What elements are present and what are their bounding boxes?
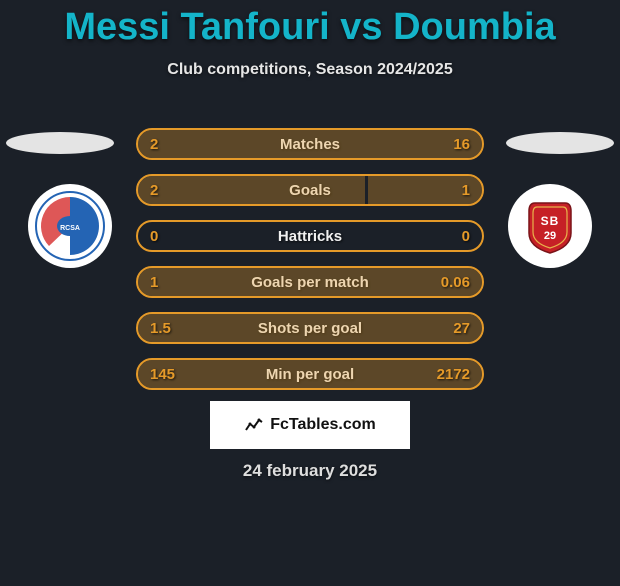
stat-right-value: 1 [462,182,470,199]
stat-fill-left [138,176,365,204]
stat-fill-left [138,268,461,296]
svg-text:RCSA: RCSA [60,225,80,232]
brest-crest-icon: SB 29 [515,191,585,261]
stat-right-value: 2172 [437,366,470,383]
stat-right-value: 0 [462,228,470,245]
attribution-badge: FcTables.com [210,401,410,449]
stat-fill-right [176,130,482,158]
stats-container: 2Matches16 2Goals1 0Hattricks0 1Goals per m… [136,128,484,404]
strasbourg-crest-icon: RCSA [35,191,105,261]
stat-row: 1Goals per match0.06 [136,266,484,298]
club-crest-right: SB 29 [508,184,592,268]
stat-row: 145Min per goal2172 [136,358,484,390]
stat-row: 2Matches16 [136,128,484,160]
stat-row: 2Goals1 [136,174,484,206]
stat-fill-right [159,360,482,388]
stat-label: Hattricks [138,228,482,245]
stat-row: 0Hattricks0 [136,220,484,252]
stat-fill-right [155,314,482,342]
svg-text:SB: SB [541,214,560,228]
svg-text:29: 29 [544,230,556,242]
stat-left-value: 1.5 [150,320,171,337]
date-text: 24 february 2025 [0,461,620,481]
stat-left-value: 1 [150,274,158,291]
player-photo-placeholder-left [6,132,114,154]
stat-left-value: 2 [150,136,158,153]
stat-right-value: 27 [453,320,470,337]
attribution-text: FcTables.com [270,416,376,434]
player-photo-placeholder-right [506,132,614,154]
subtitle: Club competitions, Season 2024/2025 [0,61,620,79]
stat-row: 1.5Shots per goal27 [136,312,484,344]
stat-left-value: 145 [150,366,175,383]
stat-right-value: 0.06 [441,274,470,291]
stat-left-value: 0 [150,228,158,245]
page-title: Messi Tanfouri vs Doumbia [0,6,620,49]
stat-left-value: 2 [150,182,158,199]
club-crest-left: RCSA [28,184,112,268]
fctables-logo-icon [244,415,264,435]
stat-right-value: 16 [453,136,470,153]
